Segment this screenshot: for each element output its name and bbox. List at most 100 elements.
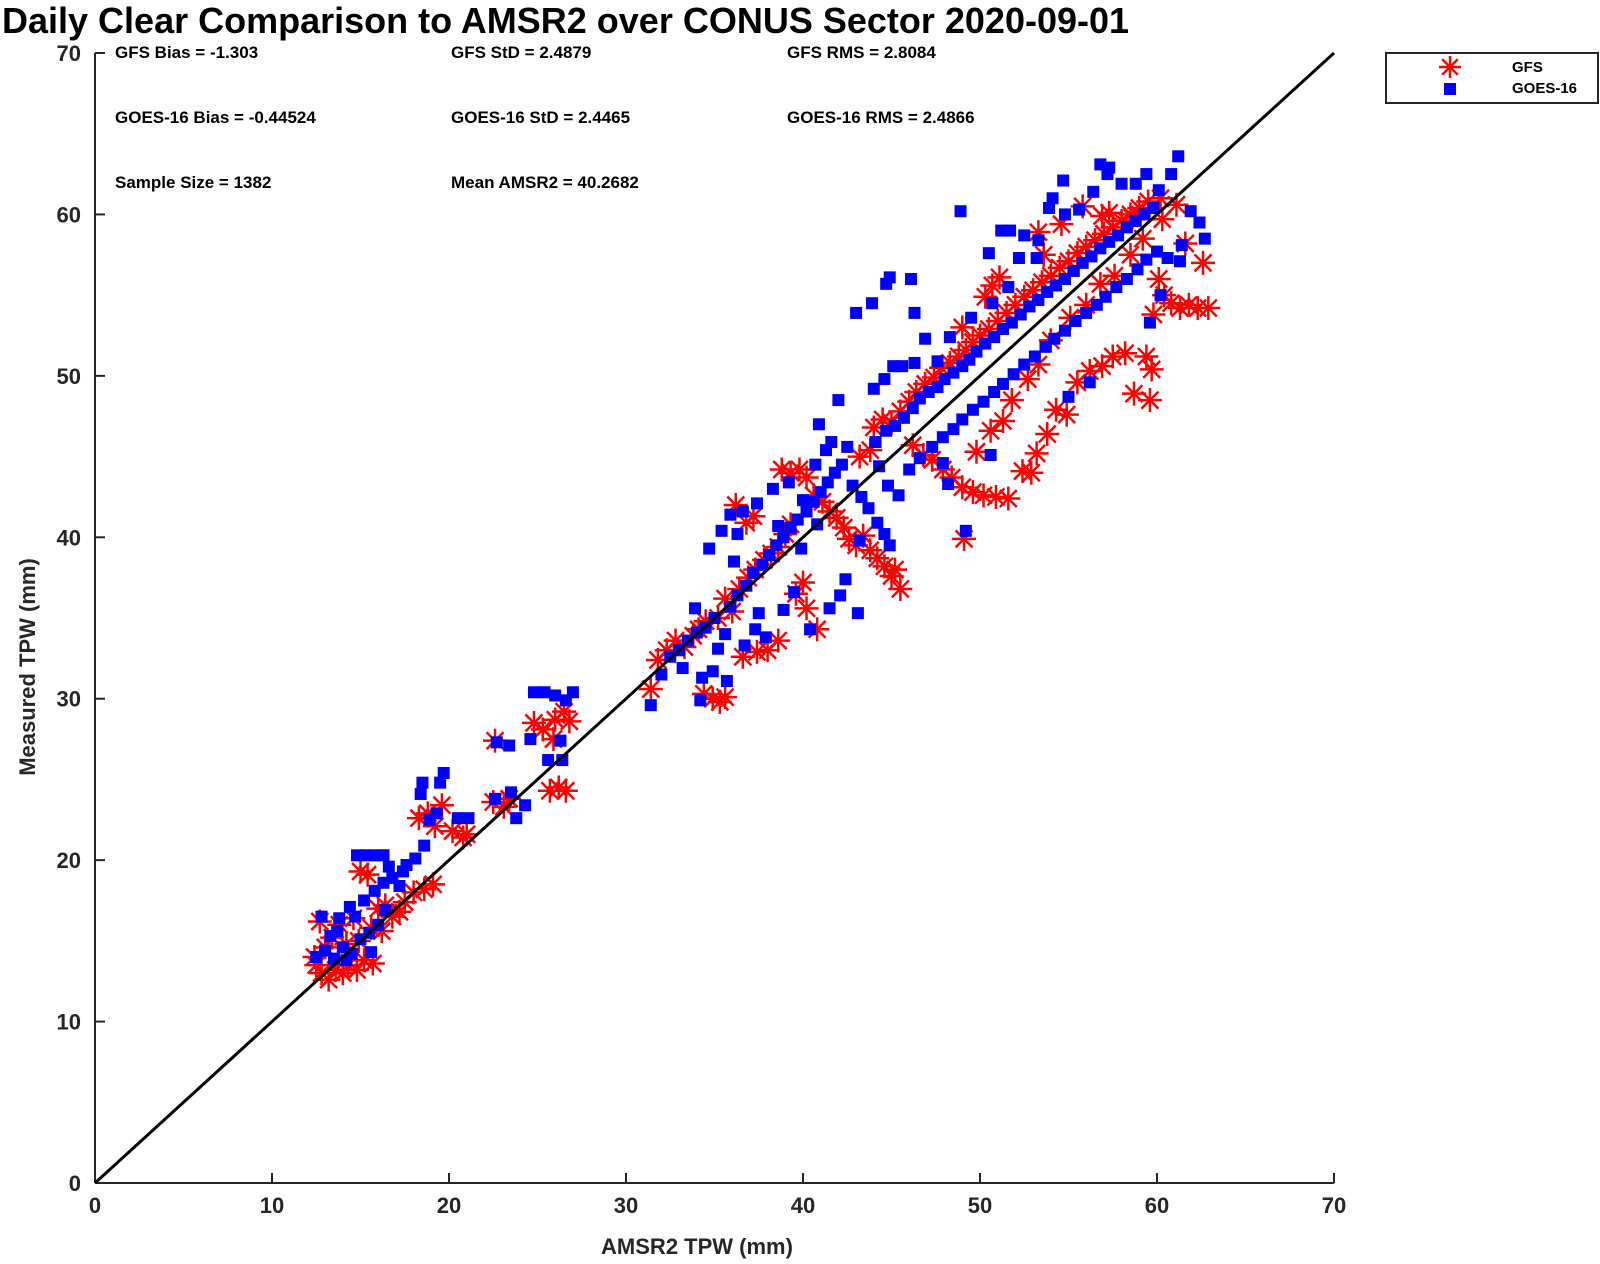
legend-gfs-asterisk — [1439, 56, 1461, 78]
goes16-rms-stat: GOES-16 RMS = 2.4866 — [787, 108, 975, 127]
goes16-point — [777, 603, 790, 616]
goes16-point — [333, 912, 346, 925]
goes16-point — [814, 486, 827, 499]
legend-box — [1385, 52, 1599, 104]
goes16-point — [906, 402, 919, 415]
goes16-point — [913, 452, 926, 465]
goes16-point — [807, 495, 820, 508]
goes16-point — [719, 628, 732, 641]
goes16-point — [1069, 314, 1082, 327]
goes16-point — [1083, 376, 1096, 389]
gfs-point — [794, 465, 819, 490]
goes16-point — [1103, 161, 1116, 174]
goes16-point — [766, 482, 779, 495]
gfs-point — [996, 486, 1021, 511]
x-tick-label: 0 — [89, 1193, 101, 1218]
gfs-point — [546, 775, 571, 800]
goes16-point — [841, 440, 854, 453]
gfs-point — [355, 862, 380, 887]
gfs-point — [999, 388, 1024, 413]
goes16-point — [1043, 201, 1056, 214]
x-tick-label: 20 — [437, 1193, 461, 1218]
gfs-point — [1035, 421, 1060, 446]
x-axis-label: AMSR2 TPW (mm) — [601, 1234, 793, 1259]
gfs-point — [713, 685, 738, 710]
one-to-one-reference-line — [93, 51, 1336, 1185]
goes16-point — [1193, 216, 1206, 229]
goes16-point — [878, 528, 891, 541]
goes16-point — [703, 542, 716, 555]
goes16-point — [1115, 177, 1128, 190]
gfs-point — [1118, 242, 1143, 267]
goes16-point — [736, 505, 749, 518]
data-points — [302, 150, 1221, 992]
goes16-point — [358, 894, 371, 907]
goes16-point — [904, 273, 917, 285]
gfs-point — [831, 515, 856, 540]
goes16-point — [800, 505, 813, 518]
y-tick-label: 70 — [57, 41, 81, 66]
goes16-point — [804, 623, 817, 636]
goes16-point — [724, 600, 737, 613]
y-tick-label: 0 — [69, 1171, 81, 1196]
goes16-point — [797, 494, 809, 507]
gfs-point — [1090, 204, 1115, 229]
goes16-point — [1154, 289, 1167, 302]
goes16-point — [1184, 205, 1197, 218]
mean-amsr2-stat: Mean AMSR2 = 40.2682 — [451, 173, 639, 192]
gfs-point — [348, 859, 373, 884]
goes16-point — [777, 531, 790, 544]
goes16-point — [706, 665, 719, 678]
gfs-rms-stat: GFS RMS = 2.8084 — [787, 43, 936, 62]
goes16-point — [1143, 316, 1156, 329]
goes16-point — [1120, 273, 1133, 285]
goes16-point — [752, 607, 765, 620]
goes16-point — [377, 849, 390, 862]
legend-gfs-marker — [1439, 56, 1461, 78]
goes16-point — [881, 479, 894, 492]
goes16-point — [788, 586, 801, 599]
goes16-point — [644, 699, 657, 712]
goes16-std-stat: GOES-16 StD = 2.4465 — [451, 108, 630, 127]
legend: GFS GOES-16 — [1385, 52, 1599, 104]
goes16-point — [897, 411, 910, 424]
chart-title: Daily Clear Comparison to AMSR2 over CON… — [2, 0, 1129, 41]
goes16-point — [1080, 306, 1093, 319]
goes16-point — [1058, 208, 1071, 221]
goes16-point — [1073, 203, 1086, 216]
gfs-point — [794, 596, 819, 621]
goes16-point — [365, 946, 378, 959]
goes16-point — [896, 360, 909, 373]
goes16-point — [696, 671, 709, 684]
goes16-point — [1012, 252, 1025, 265]
goes16-point — [878, 373, 891, 386]
goes16-point — [809, 458, 822, 471]
goes16-point — [549, 689, 562, 702]
goes16-point — [434, 776, 447, 789]
goes16-point — [1058, 324, 1071, 337]
goes16-point — [919, 332, 932, 345]
goes16-point — [504, 786, 517, 799]
goes16-point — [437, 766, 450, 779]
y-tick-label: 50 — [57, 364, 81, 389]
goes16-point — [931, 355, 944, 368]
goes16-point — [1152, 184, 1165, 197]
goes16-point — [936, 457, 949, 470]
goes16-point — [997, 377, 1010, 390]
legend-goes16-label: GOES-16 — [1512, 80, 1577, 97]
goes16-point — [947, 423, 960, 436]
goes16-point — [1048, 332, 1061, 345]
legend-goes16-square — [1444, 83, 1456, 95]
goes16-point — [676, 662, 689, 675]
gfs-point — [766, 628, 791, 653]
goes16-point — [720, 674, 733, 687]
goes16-point — [908, 306, 921, 319]
goes16-point — [418, 839, 431, 852]
gfs-point — [1024, 441, 1049, 466]
goes16-point — [694, 694, 707, 707]
y-tick-label: 40 — [57, 525, 81, 550]
goes16-point — [1172, 150, 1185, 163]
legend-gfs-label: GFS — [1512, 59, 1543, 76]
gfs-point — [1141, 302, 1166, 327]
